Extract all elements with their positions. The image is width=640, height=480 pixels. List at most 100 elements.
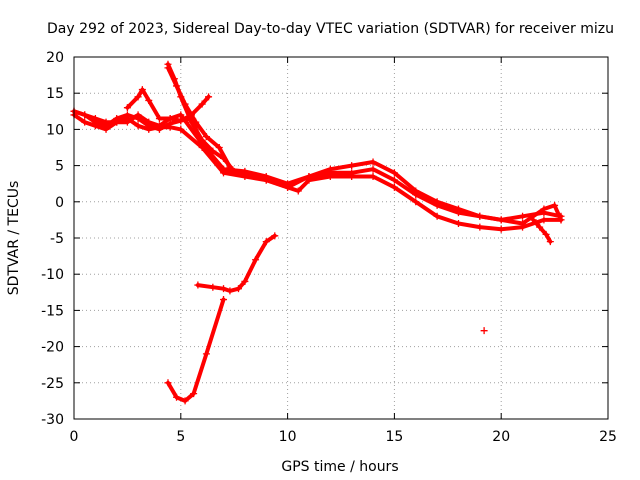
data-point xyxy=(497,225,505,233)
data-point xyxy=(91,122,99,130)
series-track-f xyxy=(164,64,234,171)
plot-area xyxy=(70,60,565,405)
data-point xyxy=(145,118,153,126)
data-point xyxy=(540,216,548,224)
data-point xyxy=(134,111,142,119)
data-point xyxy=(480,327,488,335)
data-point xyxy=(194,281,202,289)
data-point xyxy=(519,220,527,228)
data-point xyxy=(542,230,550,238)
data-point xyxy=(166,123,174,131)
data-point xyxy=(123,104,131,112)
data-point xyxy=(202,133,210,141)
data-point xyxy=(215,144,223,151)
data-point xyxy=(546,238,554,246)
data-point xyxy=(173,82,181,90)
data-point xyxy=(557,216,565,224)
data-point xyxy=(241,277,249,285)
y-tick-label: 10 xyxy=(46,122,64,138)
data-point xyxy=(164,64,172,72)
data-point xyxy=(198,100,206,108)
series-track-b xyxy=(70,111,565,233)
series-line xyxy=(531,217,553,244)
series-track-d xyxy=(123,86,213,125)
data-point xyxy=(433,198,441,206)
y-tick-label: 5 xyxy=(55,159,64,175)
series-outlier xyxy=(480,327,488,335)
data-point xyxy=(433,212,441,220)
data-point xyxy=(113,118,121,126)
data-point xyxy=(226,163,234,171)
data-point xyxy=(326,172,334,180)
x-tick-label: 5 xyxy=(176,429,185,445)
data-point xyxy=(262,238,270,246)
x-tick-label: 0 xyxy=(70,429,79,445)
data-point xyxy=(198,136,206,144)
data-point xyxy=(390,176,398,184)
data-point xyxy=(540,205,548,213)
data-point xyxy=(476,223,484,231)
y-tick-label: 20 xyxy=(46,50,64,66)
axis-ticks xyxy=(73,56,609,420)
data-point xyxy=(220,296,228,304)
data-point xyxy=(181,397,189,405)
x-tick-label: 20 xyxy=(492,429,510,445)
data-point xyxy=(81,118,89,126)
data-point xyxy=(220,285,228,293)
data-point xyxy=(164,379,172,387)
data-point xyxy=(262,172,270,180)
data-point xyxy=(134,122,142,130)
data-point xyxy=(123,118,131,126)
data-point xyxy=(145,125,153,133)
chart-title: Day 292 of 2023, Sidereal Day-to-day VTE… xyxy=(47,21,614,37)
x-axis-label: GPS time / hours xyxy=(281,459,398,475)
y-tick-label: 0 xyxy=(55,195,64,211)
y-axis-label: SDTVAR / TECUs xyxy=(6,181,22,296)
series-track-g xyxy=(529,216,554,246)
data-point xyxy=(348,172,356,180)
data-point xyxy=(454,205,462,213)
data-point xyxy=(305,172,313,180)
data-point xyxy=(551,201,559,209)
data-point xyxy=(284,180,292,188)
data-point xyxy=(155,115,163,123)
data-point xyxy=(138,86,146,94)
data-point xyxy=(252,256,260,264)
data-point xyxy=(134,93,142,101)
data-point xyxy=(369,172,377,180)
y-tick-label: -30 xyxy=(41,412,64,428)
data-point xyxy=(529,216,537,224)
data-point xyxy=(476,212,484,220)
data-point xyxy=(177,117,185,125)
data-point xyxy=(230,167,238,175)
data-point xyxy=(202,350,210,358)
data-point xyxy=(536,223,544,231)
y-tick-label: -25 xyxy=(41,376,64,392)
y-tick-label: -5 xyxy=(50,231,64,247)
series-track-h xyxy=(164,296,228,405)
y-tick-label: -10 xyxy=(41,267,64,283)
x-tick-label: 25 xyxy=(599,429,617,445)
data-point xyxy=(226,287,234,295)
series-line xyxy=(125,87,211,123)
data-point xyxy=(454,220,462,228)
data-point xyxy=(205,93,213,101)
data-point xyxy=(192,118,200,126)
data-point xyxy=(190,390,198,398)
data-point xyxy=(369,165,377,173)
data-point xyxy=(412,187,420,195)
data-point xyxy=(209,283,217,291)
data-point xyxy=(166,115,174,123)
data-point xyxy=(241,167,249,175)
data-point xyxy=(234,285,242,293)
data-point xyxy=(294,187,302,195)
y-tick-label: -15 xyxy=(41,303,64,319)
data-point xyxy=(81,111,89,119)
data-point xyxy=(173,393,181,401)
y-tick-label: 15 xyxy=(46,86,64,102)
data-point xyxy=(271,232,279,240)
series-line xyxy=(166,297,226,403)
data-point xyxy=(177,125,185,133)
data-point xyxy=(497,216,505,224)
